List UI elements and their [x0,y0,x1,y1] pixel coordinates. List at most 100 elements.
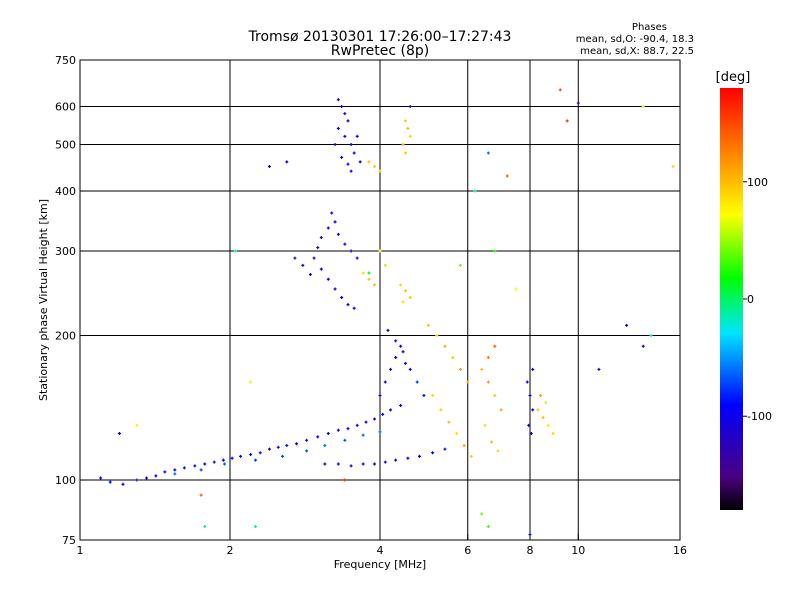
scatter-point [276,445,280,449]
scatter-point [531,408,535,412]
x-tick-label: 8 [527,544,534,557]
scatter-points [99,88,675,537]
scatter-point [381,412,385,416]
scatter-point [455,432,459,436]
scatter-point [544,401,548,405]
scatter-point [233,249,237,253]
scatter-point [399,283,403,287]
scatter-point [401,143,405,147]
scatter-point [173,468,177,472]
scatter-point [401,300,405,304]
x-tick-label: 4 [377,544,384,557]
scatter-point [493,394,497,398]
phases-x-stats: mean, sd,X: 88.7, 22.5 [580,46,694,57]
scatter-point [349,143,353,147]
scatter-point [406,456,410,460]
scatter-point [352,151,356,155]
scatter-point [258,451,262,455]
scatter-point [135,423,139,427]
scatter-point [346,303,350,307]
scatter-point [352,306,356,310]
colorbar-tick-label: 100 [747,176,768,189]
chart-subtitle: RwPretec (8p) [331,43,429,59]
scatter-point [480,367,484,371]
scatter-point [458,367,462,371]
scatter-point [458,263,462,267]
scatter-point [316,246,320,250]
scatter-point [408,367,412,371]
scatter-point [326,226,330,230]
scatter-point [203,462,207,466]
scatter-point [367,277,371,281]
x-axis-label: Frequency [MHz] [334,558,426,571]
scatter-point [408,134,412,138]
scatter-point [285,444,289,448]
scatter-point [486,525,490,529]
scatter-point [355,423,359,427]
scatter-point [493,344,497,348]
scatter-point [373,283,377,287]
scatter-point [373,417,377,421]
scatter-point [281,454,285,458]
scatter-point [641,105,645,109]
scatter-point [531,367,535,371]
scatter-point [253,525,257,529]
scatter-point [358,160,362,164]
scatter-point [480,512,484,516]
scatter-point [625,323,629,327]
scatter-point [343,478,347,482]
scatter-point [212,460,216,464]
scatter-point [239,454,243,458]
scatter-point [565,119,569,123]
colorbar-tick-label: 0 [747,293,754,306]
scatter-point [403,361,407,365]
scatter-point [383,460,387,464]
scatter-point [496,449,500,453]
scatter-point [343,242,347,246]
scatter-point [546,423,550,427]
scatter-point [333,287,337,291]
x-tick-label: 2 [227,544,234,557]
scatter-point [401,350,405,354]
scatter-point [121,482,125,486]
phases-heading: Phases [632,22,667,33]
scatter-point [203,525,207,529]
scatter-point [439,408,443,412]
scatter-point [319,267,323,271]
scatter-point [285,160,289,164]
scatter-point [649,334,653,338]
scatter-point [641,344,645,348]
scatter-point [486,380,490,384]
scatter-point [408,296,412,300]
scatter-point [529,432,533,436]
scatter-point [558,88,562,92]
scatter-point [403,289,407,293]
scatter-point [221,458,225,462]
scatter-point [343,134,347,138]
scatter-point [378,430,382,434]
scatter-point [499,408,503,412]
scatter-point [493,249,497,253]
scatter-point [340,105,344,109]
scatter-point [367,271,371,275]
scatter-point [145,476,149,480]
scatter-point [355,256,359,260]
scatter-point [319,236,323,240]
scatter-point [333,143,337,147]
scatter-point [383,263,387,267]
scatter-point [99,476,103,480]
scatter-point [323,462,327,466]
y-tick-label: 200 [55,330,76,343]
scatter-point [422,394,426,398]
y-tick-label: 100 [55,474,76,487]
scatter-point [346,162,350,166]
scatter-point [386,328,390,332]
x-axis-ticks: 1 2 4 6 8 10 16 [77,534,687,557]
colorbar-ticks: 100 0 -100 [743,176,772,423]
scatter-point [431,394,435,398]
scatter-point [336,462,340,466]
scatter-point [527,423,531,427]
scatter-point [173,472,177,476]
scatter-point [394,339,398,343]
scatter-point [293,256,297,260]
